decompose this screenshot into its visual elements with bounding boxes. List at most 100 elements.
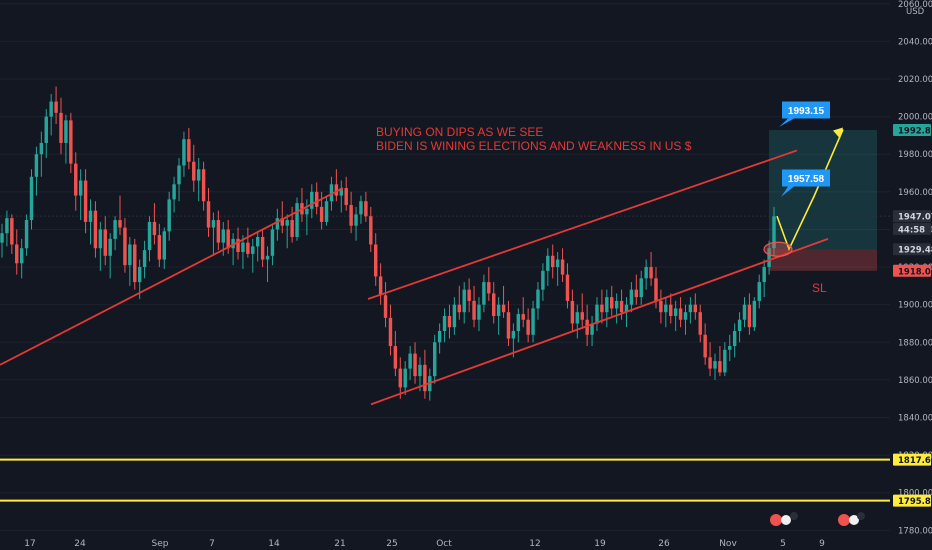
candle-body [659, 300, 663, 313]
price-badge [893, 494, 931, 507]
annotation-line-2[interactable]: BIDEN IS WINING ELECTIONS AND WEAKNESS I… [376, 139, 692, 153]
candle-body [295, 203, 299, 237]
time-tick-label: Oct [436, 539, 452, 549]
price-badge [893, 453, 931, 466]
candle-body [393, 346, 398, 369]
flag-icon[interactable] [849, 515, 859, 525]
candle-body [728, 346, 732, 350]
trendlines[interactable] [0, 149, 829, 406]
candle-body [762, 267, 766, 283]
time-axis[interactable]: 17 24 Sep 7 14 21 25 Oct 12 19 26 Nov 5 9 [24, 539, 825, 549]
candle-body [610, 297, 614, 309]
callout-1957[interactable]: 1957.58 [781, 169, 830, 198]
candle-body [162, 231, 166, 260]
candle-body [251, 246, 255, 254]
candle-body [34, 154, 39, 177]
candle-body [123, 227, 127, 266]
candle-body [708, 357, 712, 369]
candle-body [585, 319, 589, 335]
candle-body [142, 250, 147, 268]
candle-body [359, 201, 363, 215]
flag-icon[interactable] [838, 514, 850, 526]
candle-body [310, 191, 314, 209]
candle-body [565, 274, 570, 301]
candle-body [226, 229, 230, 249]
candle-body [408, 353, 412, 369]
candle-body [560, 259, 565, 275]
stop-loss-label[interactable]: SL [812, 281, 827, 295]
count-badge-icon[interactable] [790, 512, 798, 520]
candle-body [496, 304, 501, 316]
event-icons-1[interactable] [770, 512, 798, 526]
price-badge-label: 44:58 [898, 225, 925, 235]
time-tick-label: 14 [268, 539, 280, 549]
count-badge-icon[interactable] [857, 512, 865, 520]
projection-path[interactable] [776, 129, 844, 252]
price-tick-label: 1780.00 [898, 526, 932, 536]
flag-icon[interactable] [781, 515, 791, 525]
chart-grid [0, 3, 890, 531]
time-tick-label: 24 [74, 539, 86, 549]
candle-body [354, 214, 358, 226]
candle-body [24, 220, 29, 249]
event-icons-2[interactable] [838, 512, 865, 526]
candle-body [64, 120, 68, 143]
candle-body [69, 120, 73, 164]
candle-body [285, 220, 289, 226]
candle-body [423, 364, 427, 392]
candle-body [137, 267, 142, 283]
price-tick-label: 2020.00 [898, 75, 932, 85]
candle-body [19, 248, 24, 264]
candle-body [88, 210, 93, 222]
horizontal-levels[interactable] [0, 215, 890, 502]
candle-body [595, 304, 599, 324]
candle-body [192, 161, 196, 181]
price-badge [893, 243, 931, 256]
candle-body [246, 242, 250, 254]
candle-body [319, 206, 324, 222]
candle-body [270, 229, 275, 256]
candle-body [713, 361, 717, 369]
candle-body [482, 282, 486, 305]
candle-body [501, 304, 506, 313]
candle-body [167, 199, 171, 232]
price-badge [893, 210, 931, 223]
candle-body [624, 304, 629, 313]
candle-body [324, 201, 329, 222]
candle-body [555, 259, 560, 268]
candle-body [772, 216, 776, 249]
time-tick-label: 17 [24, 539, 35, 549]
position-loss-zone [769, 249, 877, 271]
currency-label: USD [906, 7, 925, 17]
candle-body [654, 278, 658, 301]
candle-body [15, 244, 19, 264]
candle-body [649, 267, 653, 279]
candle-body [29, 176, 34, 221]
candle-body [644, 267, 648, 279]
candle-body [59, 112, 63, 143]
candle-body [629, 289, 634, 305]
price-tick-label: 1800.00 [898, 489, 932, 499]
price-tick-label: 1900.00 [898, 301, 932, 311]
price-badge [893, 123, 931, 136]
candle-body [5, 218, 9, 234]
candle-body [403, 368, 407, 388]
candle-body [477, 304, 481, 320]
annotation-line-1[interactable]: BUYING ON DIPS AS WE SEE [376, 125, 543, 139]
candle-body [703, 334, 707, 358]
candle-body [634, 289, 639, 298]
callout-1993[interactable]: 1993.15 [779, 101, 830, 128]
candle-body [664, 304, 668, 313]
candle-body [418, 364, 422, 377]
candle-body [44, 116, 48, 143]
candle-body [344, 188, 348, 205]
candle-body [216, 220, 221, 243]
candle-body [669, 304, 673, 316]
price-badge-label: 1947.07 [898, 213, 932, 223]
candle-body [732, 331, 737, 347]
candle-body [290, 220, 294, 237]
entry-circle-marker[interactable] [763, 241, 793, 257]
candle-body [383, 295, 388, 318]
flag-icon[interactable] [770, 514, 782, 526]
